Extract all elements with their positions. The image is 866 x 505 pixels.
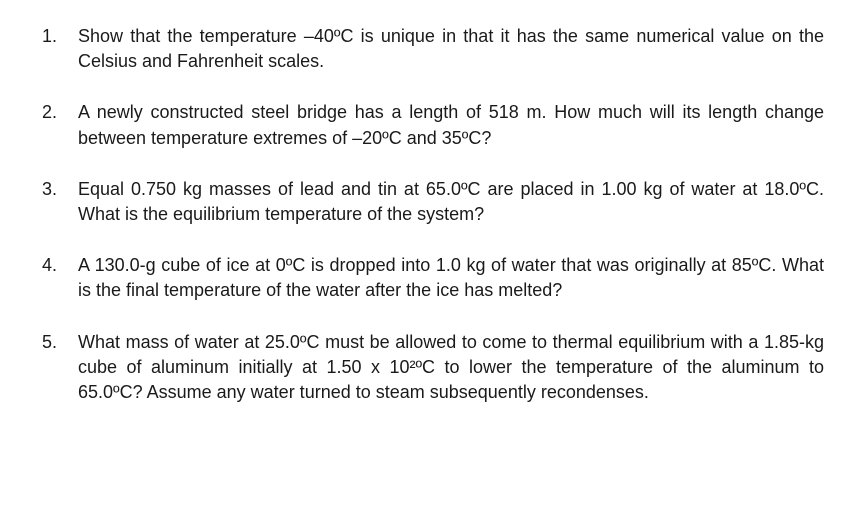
physics-question-list: Show that the temperature –40ºC is uniqu…: [42, 24, 824, 405]
question-text: Show that the temperature –40ºC is uniqu…: [78, 26, 824, 71]
question-item: A 130.0-g cube of ice at 0ºC is dropped …: [42, 253, 824, 303]
question-item: What mass of water at 25.0ºC must be all…: [42, 330, 824, 406]
question-item: Equal 0.750 kg masses of lead and tin at…: [42, 177, 824, 227]
question-text: Equal 0.750 kg masses of lead and tin at…: [78, 179, 824, 224]
question-item: A newly constructed steel bridge has a l…: [42, 100, 824, 150]
question-text: A newly constructed steel bridge has a l…: [78, 102, 824, 147]
question-text: A 130.0-g cube of ice at 0ºC is dropped …: [78, 255, 824, 300]
question-item: Show that the temperature –40ºC is uniqu…: [42, 24, 824, 74]
question-text: What mass of water at 25.0ºC must be all…: [78, 332, 824, 402]
